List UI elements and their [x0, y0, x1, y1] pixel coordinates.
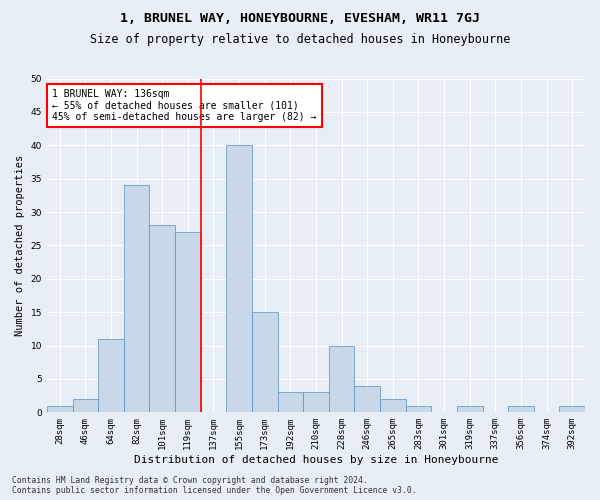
Bar [47, 406, 73, 412]
Bar [380, 399, 406, 412]
Text: Size of property relative to detached houses in Honeybourne: Size of property relative to detached ho… [90, 32, 510, 46]
Y-axis label: Number of detached properties: Number of detached properties [15, 155, 25, 336]
X-axis label: Distribution of detached houses by size in Honeybourne: Distribution of detached houses by size … [134, 455, 498, 465]
Bar [355, 386, 380, 412]
Bar [73, 399, 98, 412]
Bar [559, 406, 585, 412]
Bar [457, 406, 482, 412]
Bar [175, 232, 200, 412]
Text: 1 BRUNEL WAY: 136sqm
← 55% of detached houses are smaller (101)
45% of semi-deta: 1 BRUNEL WAY: 136sqm ← 55% of detached h… [52, 88, 317, 122]
Bar [508, 406, 534, 412]
Bar [226, 146, 252, 412]
Text: Contains HM Land Registry data © Crown copyright and database right 2024.
Contai: Contains HM Land Registry data © Crown c… [12, 476, 416, 495]
Bar [124, 186, 149, 412]
Bar [149, 226, 175, 412]
Bar [278, 392, 303, 412]
Bar [252, 312, 278, 412]
Bar [329, 346, 355, 412]
Bar [303, 392, 329, 412]
Text: 1, BRUNEL WAY, HONEYBOURNE, EVESHAM, WR11 7GJ: 1, BRUNEL WAY, HONEYBOURNE, EVESHAM, WR1… [120, 12, 480, 26]
Bar [406, 406, 431, 412]
Bar [98, 339, 124, 412]
